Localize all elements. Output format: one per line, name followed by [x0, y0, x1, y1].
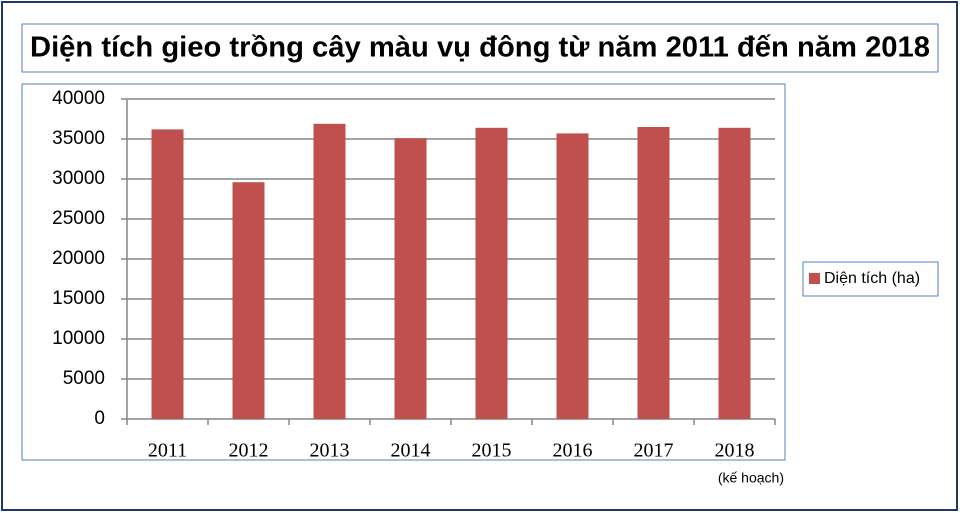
- bar: [232, 182, 265, 419]
- bar: [475, 127, 508, 420]
- x-tick-label: 2014: [391, 440, 431, 462]
- y-tick-label: 40000: [52, 88, 105, 109]
- legend-box: [802, 261, 939, 297]
- annotation: (kế hoạch): [718, 470, 784, 486]
- bar: [394, 138, 427, 419]
- y-tick-label: 30000: [52, 168, 105, 189]
- title-box: [21, 23, 939, 73]
- legend-label: Diện tích (ha): [824, 270, 920, 287]
- x-tick-label: 2016: [553, 440, 593, 462]
- bar: [637, 127, 670, 419]
- x-tick-label: 2011: [148, 440, 187, 462]
- x-tick-label: 2013: [310, 440, 350, 462]
- legend-swatch: [809, 273, 820, 284]
- bar: [556, 133, 589, 419]
- y-tick-label: 25000: [52, 208, 105, 229]
- y-tick-label: 0: [94, 408, 105, 429]
- x-tick-label: 2012: [229, 440, 269, 462]
- x-tick-label: 2017: [634, 440, 674, 462]
- y-tick-label: 20000: [52, 248, 105, 269]
- x-tick-label: 2015: [472, 440, 512, 462]
- y-tick-label: 35000: [52, 128, 105, 149]
- y-tick-label: 15000: [52, 288, 105, 309]
- bar: [151, 129, 184, 419]
- x-tick-label: 2018: [715, 440, 755, 462]
- y-tick-label: 10000: [52, 328, 105, 349]
- bar: [313, 123, 346, 420]
- bar: [718, 127, 751, 420]
- y-tick-label: 5000: [63, 368, 105, 389]
- chart-title: Diện tích gieo trồng cây màu vụ đông từ …: [30, 32, 930, 64]
